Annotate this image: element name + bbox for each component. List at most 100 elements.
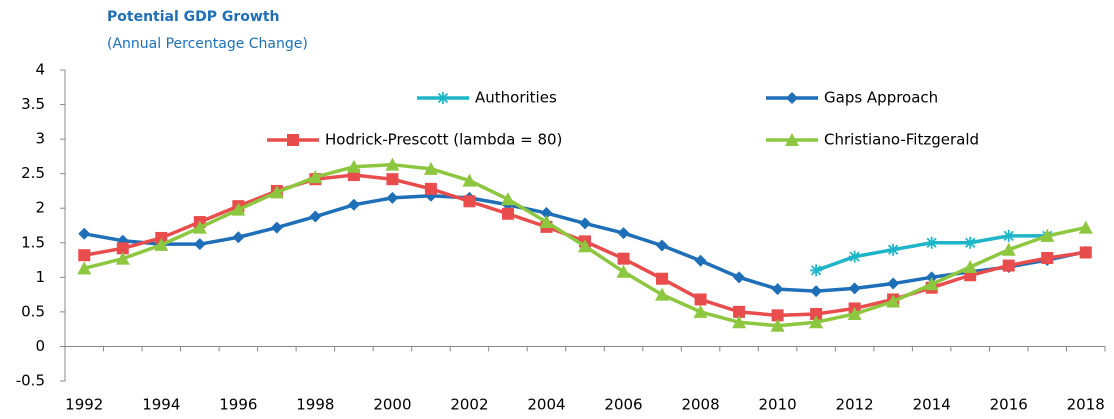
x-tick-label: 2018 [1067, 396, 1105, 414]
marker [887, 243, 900, 256]
marker [347, 198, 360, 211]
marker [539, 215, 554, 229]
marker [924, 277, 939, 291]
marker [616, 264, 631, 278]
x-tick-label: 2002 [450, 396, 488, 414]
marker [500, 192, 515, 206]
legend-label: Authorities [475, 89, 557, 107]
marker [617, 227, 630, 240]
marker [925, 236, 938, 249]
marker [694, 254, 707, 267]
marker [733, 305, 746, 318]
legend-label: Christiano-Fitzgerald [824, 131, 979, 149]
marker [385, 157, 400, 171]
marker [540, 207, 553, 220]
x-tick-label: 2006 [604, 396, 642, 414]
marker [1040, 228, 1055, 242]
marker [462, 173, 477, 187]
marker [77, 261, 92, 275]
marker [192, 220, 207, 234]
marker [232, 231, 245, 244]
x-tick-label: 1998 [296, 396, 334, 414]
marker [847, 306, 862, 320]
marker [424, 182, 437, 195]
marker [771, 283, 784, 296]
marker [656, 272, 669, 285]
marker [270, 221, 283, 234]
marker [231, 202, 246, 216]
x-tick-label: 2008 [681, 396, 719, 414]
marker [501, 207, 514, 220]
y-tick-label: 4 [35, 61, 45, 79]
y-tick-label: 3 [35, 130, 45, 148]
y-tick-label: 2 [35, 199, 45, 217]
marker [1078, 220, 1093, 234]
marker [887, 277, 900, 290]
x-tick-label: 1994 [142, 396, 180, 414]
marker [693, 304, 708, 318]
y-tick-label: 1.5 [21, 233, 45, 251]
legend-label: Hodrick-Prescott (lambda = 80) [325, 131, 562, 149]
marker [193, 238, 206, 251]
marker [809, 315, 824, 329]
marker [810, 264, 823, 277]
marker [437, 92, 449, 104]
x-tick-label: 2014 [913, 396, 951, 414]
x-tick-label: 2012 [836, 396, 874, 414]
marker [848, 250, 861, 263]
marker [78, 227, 91, 240]
legend-label: Gaps Approach [824, 89, 938, 107]
marker [810, 285, 823, 298]
marker [578, 239, 592, 253]
marker [287, 134, 299, 146]
marker [154, 237, 169, 251]
marker [346, 159, 361, 173]
marker [386, 173, 399, 186]
marker [733, 271, 746, 284]
marker [694, 293, 707, 306]
y-tick-label: 0 [35, 337, 45, 355]
marker [1002, 259, 1015, 272]
x-tick-label: 2004 [527, 396, 565, 414]
x-tick-label: 2016 [990, 396, 1028, 414]
x-tick-label: 2010 [758, 396, 796, 414]
marker [386, 191, 399, 204]
marker [78, 249, 91, 262]
marker [963, 259, 978, 273]
marker [116, 242, 129, 255]
marker [786, 92, 798, 104]
marker [463, 195, 476, 208]
marker [810, 307, 823, 320]
y-tick-label: 2.5 [21, 164, 45, 182]
marker [579, 217, 591, 230]
marker [1002, 229, 1015, 242]
x-tick-label: 2000 [373, 396, 411, 414]
marker [269, 185, 284, 199]
marker [1041, 251, 1054, 264]
y-tick-label: -0.5 [16, 372, 45, 390]
y-tick-label: 3.5 [21, 95, 45, 113]
marker [617, 252, 630, 265]
chart-subtitle: (Annual Percentage Change) [107, 36, 308, 52]
marker [848, 282, 861, 295]
marker [656, 239, 669, 252]
marker [423, 161, 438, 175]
x-tick-label: 1996 [219, 396, 257, 414]
y-tick-label: 0.5 [21, 302, 45, 320]
marker [309, 210, 322, 223]
marker [1079, 246, 1092, 259]
marker [964, 236, 977, 249]
marker [785, 133, 799, 146]
marker [770, 318, 785, 332]
y-tick-label: 1 [35, 268, 45, 286]
marker [655, 287, 670, 301]
marker [115, 251, 130, 265]
marker [886, 294, 901, 308]
chart-title: Potential GDP Growth [107, 9, 280, 25]
marker [732, 315, 747, 329]
marker [771, 309, 784, 322]
marker [308, 170, 323, 184]
x-tick-label: 1992 [65, 396, 103, 414]
marker [1001, 242, 1016, 256]
